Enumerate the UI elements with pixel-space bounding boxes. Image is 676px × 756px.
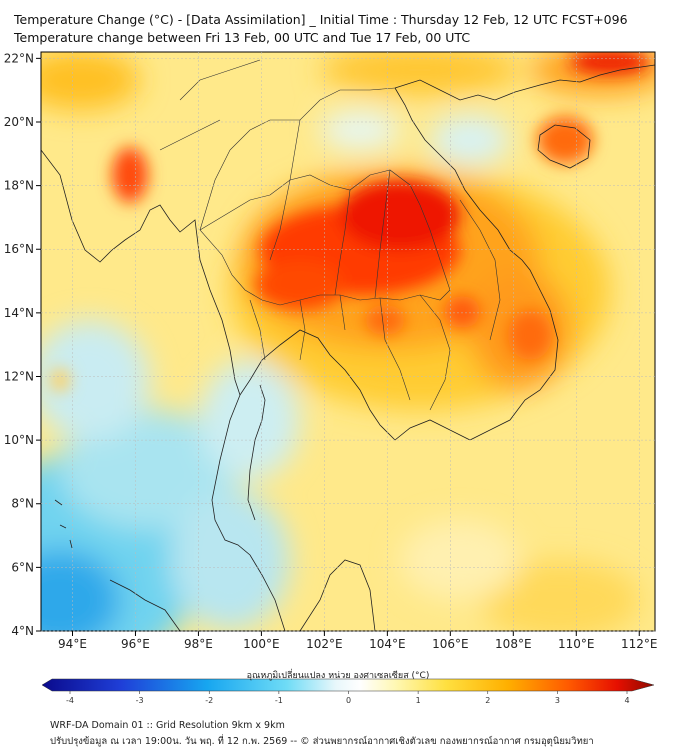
lon-tick-label: 110°E bbox=[558, 637, 595, 651]
lon-tick-label: 102°E bbox=[306, 637, 343, 651]
colorbar-tick-label: -2 bbox=[205, 696, 213, 705]
colorbar-title: อุณหภูมิเปลี่ยนแปลง หน่วย องศาเซลเซียส (… bbox=[246, 671, 430, 681]
colorbar-tick-label: 3 bbox=[555, 696, 560, 705]
temperature-field bbox=[41, 52, 655, 631]
lat-tick-label: 14°N bbox=[4, 306, 34, 320]
lat-tick-label: 16°N bbox=[4, 242, 34, 256]
lat-tick-label: 8°N bbox=[11, 497, 34, 511]
map-frame bbox=[40, 51, 656, 632]
lat-tick-label: 18°N bbox=[4, 179, 34, 193]
colorbar-ticks: -4 -3 -2 -1 0 1 2 3 4 bbox=[66, 691, 630, 705]
colorbar-tick-label: -4 bbox=[66, 696, 74, 705]
lat-tick-label: 20°N bbox=[4, 115, 34, 129]
lat-tick-label: 4°N bbox=[11, 624, 34, 638]
lon-tick-label: 96°E bbox=[121, 637, 150, 651]
longitude-ticks: 94°E 96°E 98°E 100°E 102°E 104°E 106°E 108°E 110… bbox=[58, 52, 658, 651]
coastlines-borders bbox=[41, 64, 655, 631]
lon-tick-label: 98°E bbox=[184, 637, 213, 651]
colorbar-tick-label: 0 bbox=[346, 696, 351, 705]
lon-tick-label: 106°E bbox=[432, 637, 469, 651]
colorbar-tick-label: -1 bbox=[275, 696, 283, 705]
map-subtitle: Temperature change between Fri 13 Feb, 0… bbox=[14, 30, 471, 45]
lat-tick-label: 12°N bbox=[4, 369, 34, 383]
colorbar: -4 -3 -2 -1 0 1 2 3 4 bbox=[41, 678, 655, 705]
colorbar-tick-label: 4 bbox=[624, 696, 629, 705]
admin-boundaries bbox=[159, 59, 501, 411]
lat-tick-label: 10°N bbox=[4, 433, 34, 447]
lon-tick-label: 112°E bbox=[621, 637, 658, 651]
lon-tick-label: 100°E bbox=[243, 637, 280, 651]
lon-tick-label: 108°E bbox=[495, 637, 532, 651]
colorbar-tick-label: 1 bbox=[416, 696, 421, 705]
latitude-ticks: 22°N 20°N 18°N 16°N 14°N 12°N 10°N 8°N 6°N 4°N bbox=[4, 51, 655, 638]
colorbar-gradient bbox=[41, 678, 655, 692]
colorbar-tick-label: -3 bbox=[136, 696, 144, 705]
lon-tick-label: 104°E bbox=[369, 637, 406, 651]
lat-tick-label: 22°N bbox=[4, 51, 34, 65]
lat-tick-label: 6°N bbox=[11, 560, 34, 574]
map-title: Temperature Change (°C) - [Data Assimila… bbox=[14, 12, 628, 27]
lon-tick-label: 94°E bbox=[58, 637, 87, 651]
colorbar-tick-label: 2 bbox=[485, 696, 490, 705]
footer-model-info: WRF-DA Domain 01 :: Grid Resolution 9km … bbox=[50, 720, 285, 731]
footer-credit: ปรับปรุงข้อมูล ณ เวลา 19:00น. วัน พฤ. ที… bbox=[50, 736, 594, 747]
